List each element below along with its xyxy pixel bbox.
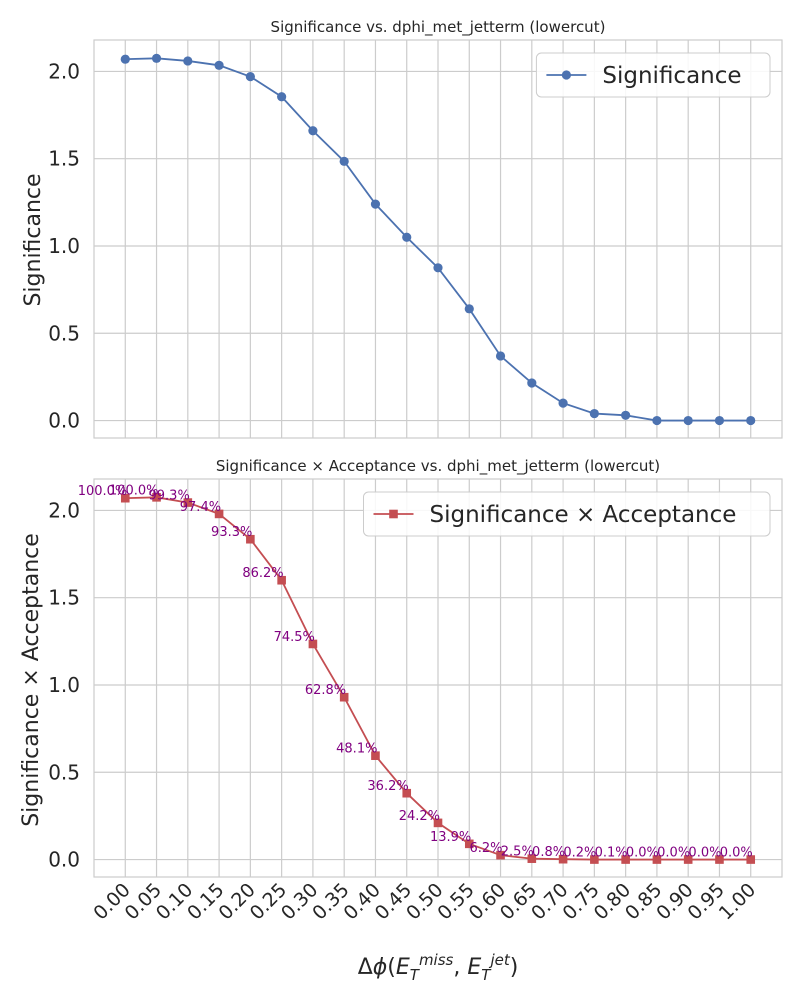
- percent-annotation: 86.2%: [242, 566, 283, 581]
- data-point: [277, 92, 287, 102]
- data-point: [308, 126, 318, 136]
- percent-annotation: 0.0%: [688, 846, 721, 861]
- percent-annotation: 0.0%: [657, 846, 690, 861]
- y-tick-label: 0.0: [48, 848, 80, 872]
- percent-annotation: 36.2%: [367, 779, 408, 794]
- data-point: [683, 415, 693, 426]
- data-point: [246, 534, 255, 544]
- data-point: [339, 156, 349, 166]
- data-point: [495, 351, 506, 361]
- percent-annotation: 6.2%: [470, 841, 503, 856]
- y-tick-label: 0.5: [48, 760, 80, 784]
- data-point: [683, 855, 693, 864]
- percent-annotation: 0.0%: [626, 846, 659, 861]
- data-point: [152, 493, 161, 502]
- data-point: [370, 199, 381, 209]
- data-point: [371, 751, 380, 760]
- data-point: [652, 855, 662, 864]
- data-point: [120, 493, 130, 503]
- data-point: [589, 408, 599, 419]
- data-point: [496, 850, 505, 860]
- percent-annotation: 100.0%: [78, 484, 128, 499]
- data-point: [558, 398, 568, 408]
- percent-annotation: 74.5%: [274, 630, 315, 645]
- y-tick-label: 2.0: [48, 59, 80, 83]
- panel-title: Significance vs. dphi_met_jetterm (lower…: [271, 18, 606, 37]
- data-point: [339, 692, 349, 702]
- percent-annotation: 97.4%: [180, 500, 221, 515]
- plot-frame: [93, 478, 783, 878]
- x-axis-label: Δϕ(ETmiss, ETjet): [358, 951, 519, 984]
- data-point: [277, 575, 286, 585]
- percent-annotation: 0.8%: [532, 845, 565, 860]
- grid: [94, 40, 782, 438]
- legend: Significance × Acceptance: [363, 491, 771, 537]
- data-point: [183, 56, 193, 66]
- grid: [94, 479, 782, 877]
- percent-annotation: 100.0%: [109, 483, 159, 498]
- percent-annotation: 0.2%: [563, 846, 596, 861]
- percent-annotation: 0.0%: [720, 846, 753, 861]
- y-tick-label: 1.5: [48, 586, 80, 610]
- data-point: [746, 855, 756, 864]
- data-point: [245, 72, 255, 82]
- y-axis-label: Significance: [21, 173, 46, 306]
- data-point: [715, 855, 724, 864]
- significance-panel: Significance vs. dphi_met_jetterm (lower…: [21, 18, 783, 439]
- data-point: [433, 263, 443, 273]
- x-tick-label: 1.00: [715, 879, 760, 924]
- data-point: [214, 509, 224, 519]
- data-point: [464, 839, 474, 849]
- data-point: [151, 53, 162, 63]
- y-tick-label: 1.0: [48, 234, 80, 258]
- percent-annotation: 99.3%: [149, 489, 190, 504]
- data-point: [183, 498, 193, 507]
- legend-frame: [535, 52, 771, 98]
- percent-annotation: 24.2%: [399, 809, 440, 824]
- data-point: [464, 304, 474, 314]
- data-point: [120, 54, 130, 64]
- data-point: [621, 855, 630, 864]
- data-point: [308, 639, 318, 649]
- legend-marker: [389, 509, 398, 519]
- y-tick-label: 2.0: [48, 498, 80, 522]
- data-point: [746, 415, 756, 426]
- panel-title: Significance × Acceptance vs. dphi_met_j…: [216, 457, 660, 476]
- percent-annotation: 13.9%: [430, 830, 471, 845]
- percent-annotation: 48.1%: [336, 742, 377, 757]
- data-point: [590, 855, 599, 864]
- y-tick-label: 1.5: [48, 147, 80, 171]
- y-tick-label: 1.0: [48, 673, 80, 697]
- data-point: [621, 410, 631, 420]
- y-tick-label: 0.5: [48, 321, 80, 345]
- data-point: [214, 60, 224, 70]
- percent-annotation: 93.3%: [211, 525, 252, 540]
- data-point: [714, 415, 725, 426]
- percent-annotation: 62.8%: [305, 683, 346, 698]
- data-point: [652, 415, 662, 426]
- percent-annotation: 2.5%: [501, 845, 534, 860]
- plot-frame: [93, 39, 783, 439]
- data-point: [402, 788, 412, 798]
- data-point: [527, 378, 537, 388]
- data-point: [527, 854, 537, 863]
- data-point: [402, 232, 412, 242]
- legend-marker: [561, 70, 572, 80]
- legend: Significance: [535, 52, 771, 98]
- data-point: [433, 818, 443, 828]
- y-axis-label: Significance × Acceptance: [19, 533, 44, 827]
- legend-frame: [363, 491, 771, 537]
- significance-acceptance-panel: Significance × Acceptance vs. dphi_met_j…: [19, 457, 783, 984]
- data-point: [558, 854, 568, 864]
- legend-label: Significance × Acceptance: [430, 502, 737, 528]
- y-tick-label: 0.0: [48, 409, 80, 433]
- legend-label: Significance: [602, 63, 741, 89]
- percent-annotation: 0.1%: [595, 846, 628, 861]
